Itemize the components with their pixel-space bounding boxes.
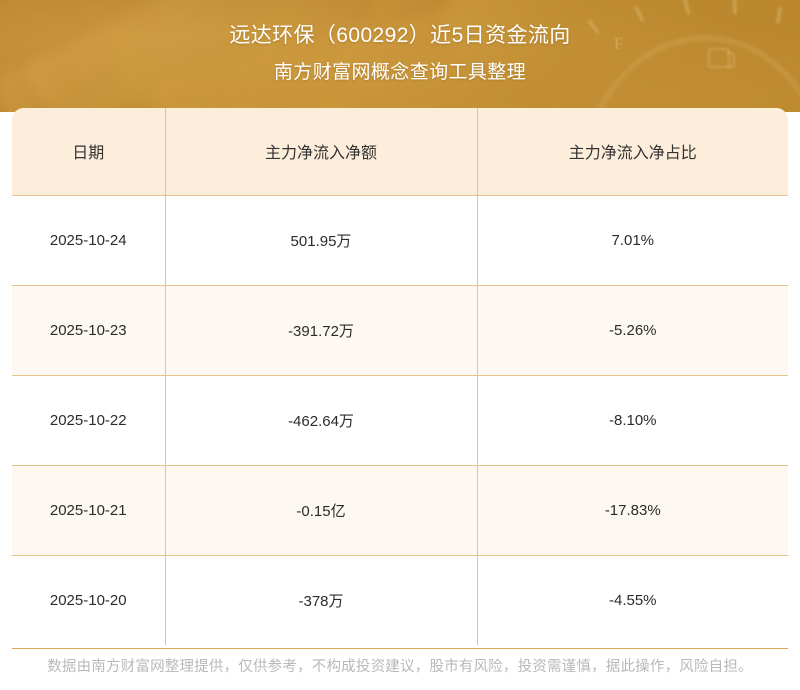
column-header-net-inflow: 主力净流入净额 [165, 108, 478, 196]
table-header-row: 日期 主力净流入净额 主力净流入净占比 [12, 108, 788, 196]
table-row: 2025-10-20 -378万 -4.55% [12, 555, 788, 645]
cell-net-inflow: 501.95万 [165, 195, 478, 286]
cell-date: 2025-10-23 [12, 285, 166, 376]
table-body: 2025-10-24 501.95万 7.01% 2025-10-23 -391… [12, 195, 788, 645]
cell-net-ratio: -17.83% [477, 465, 788, 556]
gauge-full-label-icon: F [614, 34, 623, 54]
fund-flow-table: 日期 主力净流入净额 主力净流入净占比 2025-10-24 501.95万 7… [12, 108, 788, 645]
cell-date: 2025-10-22 [12, 375, 166, 466]
fuel-pump-icon [708, 48, 735, 68]
table-row: 2025-10-23 -391.72万 -5.26% [12, 285, 788, 376]
table-row: 2025-10-21 -0.15亿 -17.83% [12, 465, 788, 556]
table-row: 2025-10-24 501.95万 7.01% [12, 195, 788, 286]
column-header-date: 日期 [12, 108, 166, 196]
page-subtitle: 南方财富网概念查询工具整理 [273, 62, 527, 83]
cell-net-ratio: -8.10% [477, 375, 788, 466]
table-row: 2025-10-22 -462.64万 -8.10% [12, 375, 788, 466]
fund-flow-table-container: 日期 主力净流入净额 主力净流入净占比 2025-10-24 501.95万 7… [12, 108, 788, 645]
column-header-net-ratio: 主力净流入净占比 [477, 108, 788, 196]
table-head: 日期 主力净流入净额 主力净流入净占比 [12, 108, 788, 196]
title-block: 远达环保（600292）近5日资金流向 南方财富网概念查询工具整理 [0, 0, 800, 87]
cell-net-inflow: -391.72万 [165, 285, 478, 376]
cell-net-ratio: -5.26% [477, 285, 788, 376]
header-banner: F [0, 0, 800, 112]
cell-date: 2025-10-20 [12, 555, 166, 645]
cell-net-inflow: -462.64万 [165, 375, 478, 466]
cell-net-ratio: -4.55% [608, 591, 657, 609]
cell-date: 2025-10-24 [12, 195, 166, 286]
cell-net-inflow: -0.15亿 [165, 465, 478, 556]
footer-disclaimer: 数据由南方财富网整理提供，仅供参考，不构成投资建议，股市有风险，投资需谨慎，据此… [47, 659, 753, 675]
page-title: 远达环保（600292）近5日资金流向 [229, 24, 571, 47]
cell-date: 2025-10-21 [12, 465, 166, 556]
footer-divider [12, 648, 788, 649]
banner-haze-overlay [0, 0, 800, 112]
cell-net-ratio: 7.01% [477, 195, 788, 286]
cell-net-inflow: -378万 [165, 555, 478, 645]
